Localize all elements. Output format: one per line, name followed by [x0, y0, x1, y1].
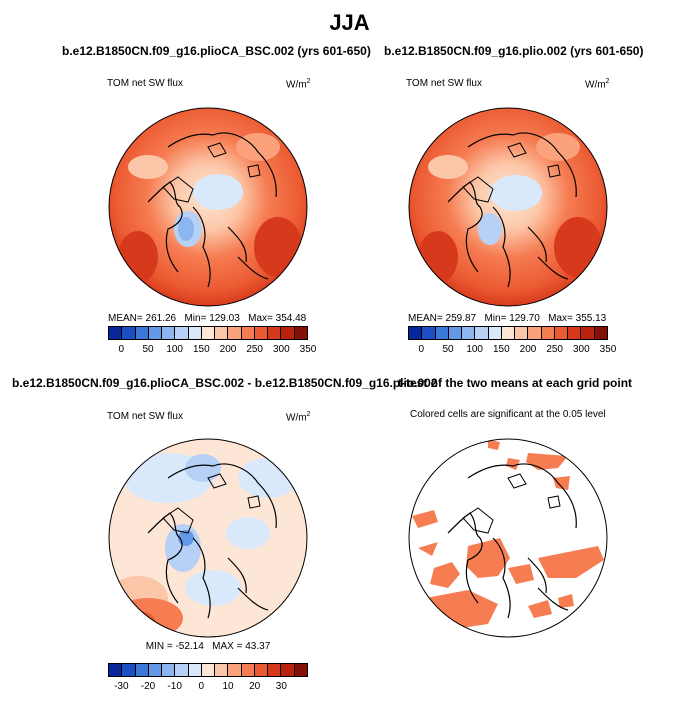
colorbar-swatch [135, 664, 149, 676]
colorbar-swatch [122, 664, 136, 676]
colorbar-tick-label: 0 [418, 344, 425, 355]
colorbar-swatch [228, 664, 242, 676]
panel1-title: b.e12.B1850CN.f09_g16.plioCA_BSC.002 (yr… [62, 44, 371, 58]
colorbar-swatch [281, 664, 295, 676]
colorbar-tick-label: 50 [142, 344, 154, 355]
colorbar-tick-label: 0 [198, 681, 205, 692]
panel1-polar-map [108, 107, 308, 307]
colorbar-swatch [162, 664, 176, 676]
colorbar-tick-label: 350 [599, 344, 617, 355]
colorbar-swatch [175, 327, 189, 339]
colorbar-swatch [215, 664, 229, 676]
colorbar-swatch [254, 327, 269, 339]
colorbar-tick-label: 100 [466, 344, 483, 355]
colorbar-tick-label: 30 [275, 681, 287, 692]
colorbar-swatch [148, 664, 163, 676]
colorbar-tick-label: 350 [299, 344, 317, 355]
colorbar-swatch [162, 327, 176, 339]
colorbar-tick-label: 200 [219, 344, 237, 355]
colorbar-swatch [228, 327, 242, 339]
colorbar-swatch [294, 664, 307, 676]
colorbar-tick-label: 250 [246, 344, 263, 355]
panel4-significance-note: Colored cells are significant at the 0.0… [410, 409, 606, 420]
colorbar-swatch [541, 327, 555, 339]
colorbar-swatch [448, 327, 463, 339]
colorbar-swatch [175, 664, 189, 676]
colorbar-swatch [254, 664, 269, 676]
colorbar-swatch [109, 664, 123, 676]
colorbar-swatch [122, 327, 136, 339]
colorbar-tick-label: 50 [442, 344, 454, 355]
colorbar-swatch [462, 327, 476, 339]
panel2-stats: MEAN= 259.87 Min= 129.70 Max= 355.13 [408, 313, 607, 324]
panel3-unit-label: W/m2 [286, 411, 311, 424]
colorbar-swatch [594, 327, 607, 339]
colorbar-tick-label: 100 [166, 344, 183, 355]
colorbar-swatch [109, 327, 123, 339]
panel3-variable-label: TOM net SW flux [107, 411, 183, 422]
panel4-polar-map [408, 438, 608, 638]
panel3-colorbar-ticks: -30 -20 -10 0 10 20 30 [108, 681, 308, 695]
colorbar-swatch [554, 327, 569, 339]
colorbar-tick-label: 200 [519, 344, 537, 355]
colorbar-swatch [215, 327, 229, 339]
colorbar-swatch [188, 327, 202, 339]
panel1-unit-label: W/m2 [286, 78, 311, 91]
panel2-polar-map [408, 107, 608, 307]
panel1-stats: MEAN= 261.26 Min= 129.03 Max= 354.48 [108, 313, 307, 324]
panel3-stats: MIN = -52.14 MAX = 43.37 [145, 641, 271, 652]
colorbar-swatch [501, 327, 516, 339]
colorbar-tick-label: 0 [118, 344, 125, 355]
panel4-title: t-test of the two means at each grid poi… [398, 376, 633, 390]
colorbar-swatch [148, 327, 163, 339]
colorbar-swatch [281, 327, 295, 339]
colorbar-swatch [135, 327, 149, 339]
colorbar-swatch [188, 664, 202, 676]
colorbar-tick-label: 150 [492, 344, 510, 355]
colorbar-swatch [268, 327, 282, 339]
panel3-title: b.e12.B1850CN.f09_g16.plioCA_BSC.002 - b… [12, 376, 438, 390]
panel1-colorbar-ticks: 0 50 100 150 200 250 300 350 [108, 344, 317, 358]
colorbar-tick-label: 300 [572, 344, 590, 355]
panel2-colorbar [408, 326, 608, 340]
colorbar-swatch [201, 664, 216, 676]
colorbar-swatch [528, 327, 542, 339]
colorbar-swatch [268, 664, 282, 676]
panel1-colorbar [108, 326, 308, 340]
figure-title: JJA [329, 10, 370, 35]
colorbar-tick-label: -30 [114, 681, 129, 692]
colorbar-tick-label: 300 [272, 344, 290, 355]
colorbar-tick-label: 150 [192, 344, 210, 355]
colorbar-swatch [241, 327, 255, 339]
panel2-title: b.e12.B1850CN.f09_g16.plio.002 (yrs 601-… [384, 44, 644, 58]
panel2-variable-label: TOM net SW flux [406, 78, 482, 89]
colorbar-swatch [409, 327, 423, 339]
panel2-unit-label: W/m2 [585, 78, 610, 91]
panel3-colorbar [108, 663, 308, 677]
colorbar-swatch [201, 327, 216, 339]
colorbar-swatch [488, 327, 502, 339]
colorbar-swatch [515, 327, 529, 339]
panel3-polar-map [108, 438, 308, 638]
colorbar-swatch [422, 327, 436, 339]
colorbar-swatch [475, 327, 489, 339]
panel1-variable-label: TOM net SW flux [107, 78, 183, 89]
colorbar-tick-label: 20 [249, 681, 261, 692]
colorbar-swatch [568, 327, 582, 339]
colorbar-swatch [581, 327, 595, 339]
colorbar-tick-label: -10 [167, 681, 182, 692]
colorbar-tick-label: 10 [222, 681, 234, 692]
colorbar-swatch [294, 327, 307, 339]
colorbar-swatch [241, 664, 255, 676]
colorbar-swatch [435, 327, 449, 339]
colorbar-tick-label: 250 [546, 344, 563, 355]
panel2-colorbar-ticks: 0 50 100 150 200 250 300 350 [408, 344, 617, 358]
colorbar-tick-label: -20 [140, 681, 156, 692]
